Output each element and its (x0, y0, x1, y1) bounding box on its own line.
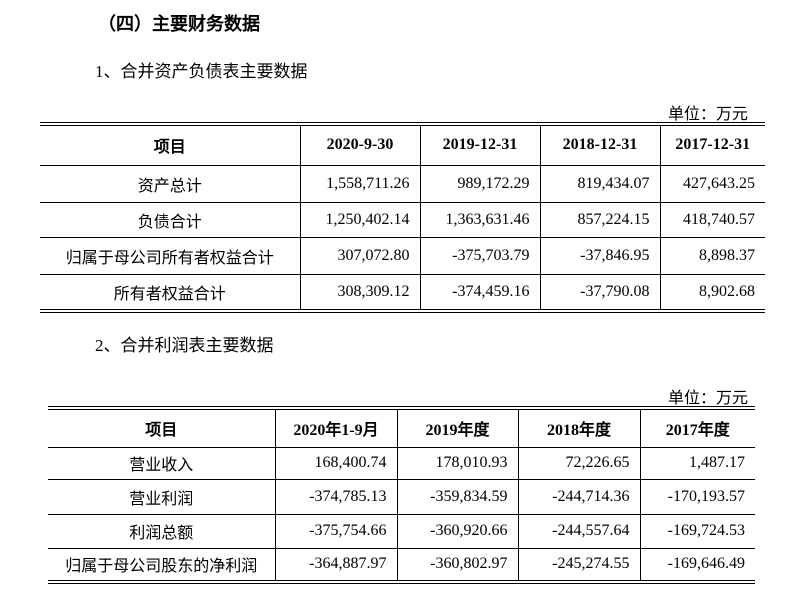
section-title: 1、合并资产负债表主要数据 (95, 62, 308, 81)
cell: 168,400.74 (274, 446, 398, 480)
cell: -374,785.13 (274, 478, 398, 515)
unit-label: 单位：万元 (667, 106, 748, 123)
table-row: 营业利润 -374,785.13 -359,834.59 -244,714.36 -17… (48, 478, 755, 515)
cell: -37,790.08 (539, 273, 661, 312)
header-cell: 2020年1-9月 (274, 407, 398, 448)
table-row: 归属于母公司股东的净利润 -364,887.97 -360,802.97 -245,2… (48, 547, 755, 583)
header-cell: 2019年度 (396, 407, 519, 448)
table-row: 归属于母公司所有者权益合计 307,072.80 -375,703.79 -37,84… (40, 236, 765, 275)
header-cell: 项目 (40, 123, 301, 166)
cell: 989,172.29 (419, 164, 541, 203)
header-cell: 2017-12-31 (659, 123, 765, 166)
cell: -375,703.79 (419, 236, 541, 275)
balance-table: 项目 2020-9-30 2019-12-31 2018-12-31 2017-12-3… (40, 122, 765, 313)
table-row: 所有者权益合计 308,309.12 -374,459.16 -37,790.08 8,… (40, 273, 765, 312)
cell: -360,920.66 (396, 513, 519, 549)
row-label: 所有者权益合计 (40, 273, 301, 312)
cell: 1,363,631.46 (419, 201, 541, 238)
header-cell: 2018年度 (517, 407, 641, 448)
row-label: 归属于母公司所有者权益合计 (40, 236, 301, 275)
cell: 427,643.25 (659, 164, 765, 203)
section-title: 2、合并利润表主要数据 (95, 336, 274, 355)
cell: -359,834.59 (396, 478, 519, 515)
header-cell: 2019-12-31 (419, 123, 541, 166)
header-cell: 项目 (48, 407, 276, 448)
cell: -37,846.95 (539, 236, 661, 275)
cell: -374,459.16 (419, 273, 541, 312)
cell: 418,740.57 (659, 201, 765, 238)
cell: 857,224.15 (539, 201, 661, 238)
cell: 1,558,711.26 (299, 164, 421, 203)
cell: -244,714.36 (517, 478, 641, 515)
cell: -169,646.49 (639, 547, 755, 583)
heading: （四）主要财务数据 (98, 14, 260, 34)
cell: 8,898.37 (659, 236, 765, 275)
cell: -169,724.53 (639, 513, 755, 549)
cell: -244,557.64 (517, 513, 641, 549)
cell: 307,072.80 (299, 236, 421, 275)
row-label: 营业利润 (48, 478, 276, 515)
cell: -360,802.97 (396, 547, 519, 583)
cell: -245,274.55 (517, 547, 641, 583)
cell: 72,226.65 (517, 446, 641, 480)
row-label: 资产总计 (40, 164, 301, 203)
table-row: 营业收入 168,400.74 178,010.93 72,226.65 1,487.1… (48, 446, 755, 480)
row-label: 营业收入 (48, 446, 276, 480)
table-row: 负债合计 1,250,402.14 1,363,631.46 857,224.15 41… (40, 201, 765, 238)
cell: 308,309.12 (299, 273, 421, 312)
table-row: 资产总计 1,558,711.26 989,172.29 819,434.07 427,… (40, 164, 765, 203)
income-table: 项目 2020年1-9月 2019年度 2018年度 2017年度 营业收入 168,400… (48, 406, 755, 584)
header-cell: 2018-12-31 (539, 123, 661, 166)
header-row: 项目 2020年1-9月 2019年度 2018年度 2017年度 (48, 407, 755, 448)
table-row: 利润总额 -375,754.66 -360,920.66 -244,557.64 -16… (48, 513, 755, 549)
cell: -170,193.57 (639, 478, 755, 515)
cell: 178,010.93 (396, 446, 519, 480)
row-label: 利润总额 (48, 513, 276, 549)
header-cell: 2020-9-30 (299, 123, 421, 166)
row-label: 归属于母公司股东的净利润 (48, 547, 276, 583)
cell: 8,902.68 (659, 273, 765, 312)
cell: -364,887.97 (274, 547, 398, 583)
cell: -375,754.66 (274, 513, 398, 549)
row-label: 负债合计 (40, 201, 301, 238)
cell: 1,487.17 (639, 446, 755, 480)
cell: 819,434.07 (539, 164, 661, 203)
header-cell: 2017年度 (639, 407, 755, 448)
header-row: 项目 2020-9-30 2019-12-31 2018-12-31 2017-12-3… (40, 123, 765, 166)
unit-label: 单位：万元 (667, 390, 748, 407)
cell: 1,250,402.14 (299, 201, 421, 238)
